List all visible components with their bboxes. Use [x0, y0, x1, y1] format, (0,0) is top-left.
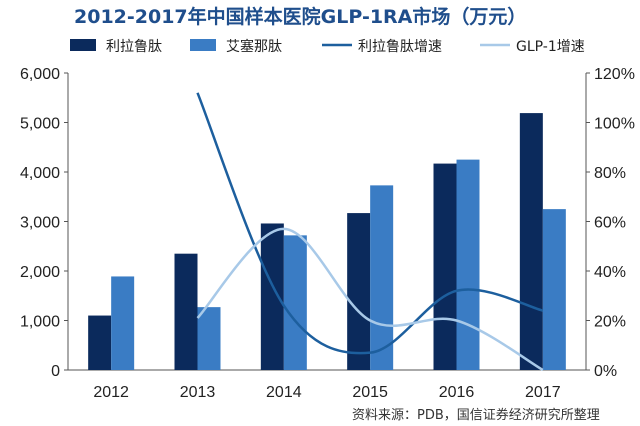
y-left-tick-label: 0	[51, 363, 60, 380]
x-tick-label: 2015	[352, 384, 388, 401]
source-note: 资料来源：PDB，国信证券经济研究所整理	[352, 408, 600, 423]
legend-label-3: GLP-1增速	[516, 39, 585, 55]
bar-1-2013	[197, 307, 221, 370]
bar-1-2016	[456, 159, 480, 370]
line-series-1	[196, 227, 544, 372]
bar-0-2012	[88, 315, 112, 370]
x-tick-label: 2013	[180, 384, 216, 401]
x-tick-label: 2016	[439, 384, 475, 401]
legend-label-2: 利拉鲁肽增速	[358, 39, 442, 55]
x-tick-label: 2014	[266, 384, 302, 401]
bar-0-2013	[174, 253, 198, 370]
legend-swatch-0	[70, 39, 96, 51]
x-tick-label: 2017	[525, 384, 561, 401]
bar-1-2015	[370, 185, 394, 370]
bar-1-2017	[542, 209, 566, 370]
y-right-tick-label: 40%	[594, 264, 626, 281]
chart-title: 2012-2017年中国样本医院GLP-1RA市场（万元）	[74, 6, 527, 28]
y-left-tick-label: 4,000	[20, 165, 60, 182]
y-right-tick-label: 0%	[594, 363, 617, 380]
bar-1-2012	[111, 276, 135, 370]
y-right-tick-label: 80%	[594, 165, 626, 182]
bar-0-2017	[519, 113, 543, 370]
legend-label-1: 艾塞那肽	[226, 38, 282, 55]
x-tick-label: 2012	[93, 384, 129, 401]
y-right-tick-label: 20%	[594, 314, 626, 331]
y-right-tick-label: 100%	[594, 116, 635, 133]
y-left-tick-label: 1,000	[20, 314, 60, 331]
line-series-0	[196, 92, 544, 355]
y-left-tick-label: 2,000	[20, 264, 60, 281]
y-left-tick-label: 3,000	[20, 215, 60, 232]
y-right-tick-label: 60%	[594, 215, 626, 232]
y-left-tick-label: 5,000	[20, 116, 60, 133]
bar-0-2014	[260, 223, 284, 370]
legend-swatch-1	[190, 39, 216, 51]
bar-1-2014	[283, 235, 307, 370]
legend-label-0: 利拉鲁肽	[106, 39, 162, 55]
y-right-tick-label: 120%	[594, 66, 635, 83]
y-left-tick-label: 6,000	[20, 66, 60, 83]
bar-0-2016	[433, 163, 457, 370]
bar-0-2015	[347, 213, 371, 370]
